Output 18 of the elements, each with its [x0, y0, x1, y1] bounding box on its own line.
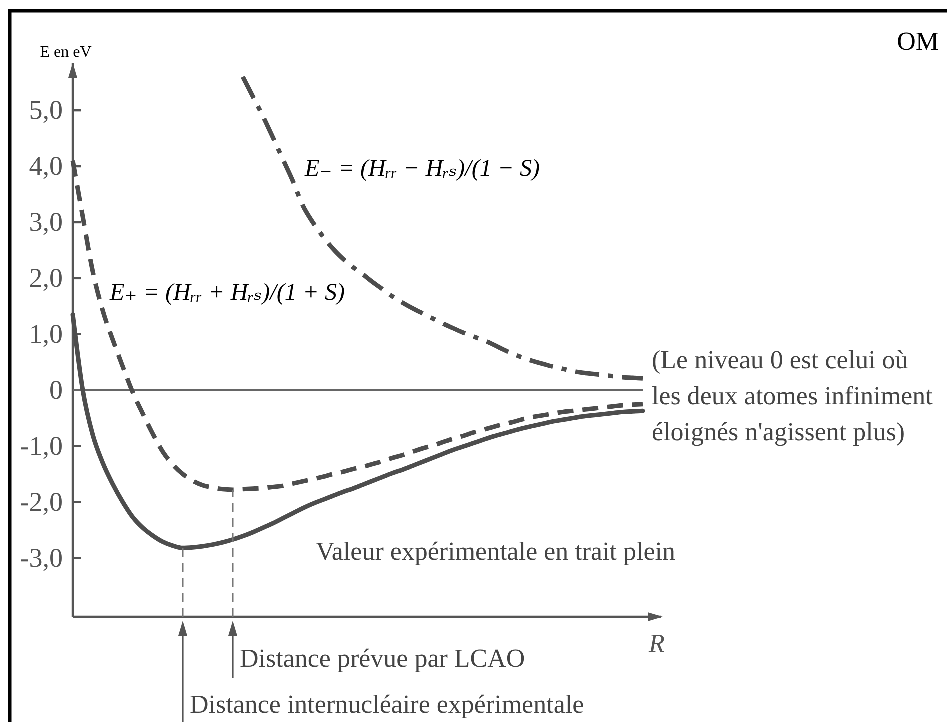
text: Distance prévue par LCAO [240, 644, 526, 673]
y-axis-title: E en eV [40, 44, 92, 61]
y-tick-label: -2,0 [20, 486, 63, 517]
ref-line-label: (Le niveau 0 est celui où les deux atomes infiniment éloignés n'agissent plus) [652, 345, 934, 446]
y-tick-label: 2,0 [29, 263, 63, 294]
y-tick-label: -1,0 [20, 430, 63, 461]
text: Distance internucléaire expérimentale [190, 690, 584, 719]
y-tick-label: -3,0 [20, 542, 63, 573]
series-label: E₋ = (Hᵣᵣ − Hᵣₛ)/(1 − S) [304, 156, 540, 182]
y-tick-label: 0 [50, 375, 63, 406]
y-tick-label: 1,0 [29, 319, 63, 350]
series-label: E₊ = (Hᵣᵣ + Hᵣₛ)/(1 + S) [109, 280, 346, 306]
y-tick-label: 4,0 [29, 151, 63, 182]
x-axis-title: R [648, 629, 666, 658]
y-tick-label: 5,0 [29, 95, 63, 126]
annotation: Valeur expérimentale en trait plein [316, 537, 676, 566]
text: OM [897, 27, 939, 56]
y-tick-label: 3,0 [29, 207, 63, 238]
